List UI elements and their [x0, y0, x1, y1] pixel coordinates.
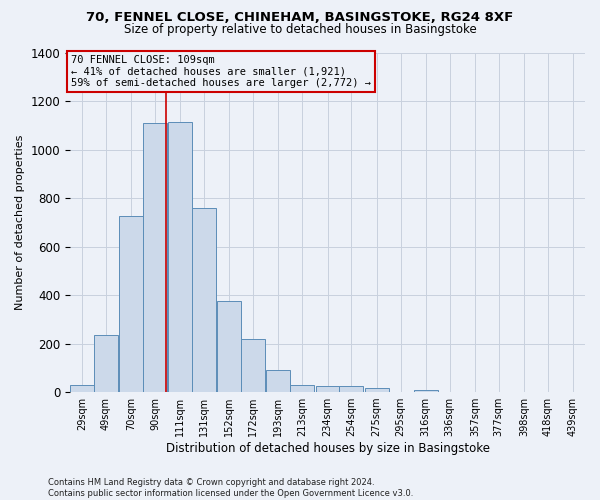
Bar [266, 370, 290, 392]
Bar [414, 390, 437, 392]
Bar [316, 386, 340, 392]
X-axis label: Distribution of detached houses by size in Basingstoke: Distribution of detached houses by size … [166, 442, 490, 455]
Bar [119, 216, 143, 392]
Y-axis label: Number of detached properties: Number of detached properties [15, 134, 25, 310]
Bar [217, 301, 241, 392]
Bar [340, 386, 364, 392]
Text: Contains HM Land Registry data © Crown copyright and database right 2024.
Contai: Contains HM Land Registry data © Crown c… [48, 478, 413, 498]
Text: 70 FENNEL CLOSE: 109sqm
← 41% of detached houses are smaller (1,921)
59% of semi: 70 FENNEL CLOSE: 109sqm ← 41% of detache… [71, 55, 371, 88]
Bar [168, 122, 192, 392]
Bar [70, 385, 94, 392]
Text: Size of property relative to detached houses in Basingstoke: Size of property relative to detached ho… [124, 22, 476, 36]
Bar [94, 335, 118, 392]
Bar [290, 385, 314, 392]
Bar [192, 208, 216, 392]
Bar [143, 123, 167, 392]
Bar [241, 338, 265, 392]
Text: 70, FENNEL CLOSE, CHINEHAM, BASINGSTOKE, RG24 8XF: 70, FENNEL CLOSE, CHINEHAM, BASINGSTOKE,… [86, 11, 514, 24]
Bar [365, 388, 389, 392]
